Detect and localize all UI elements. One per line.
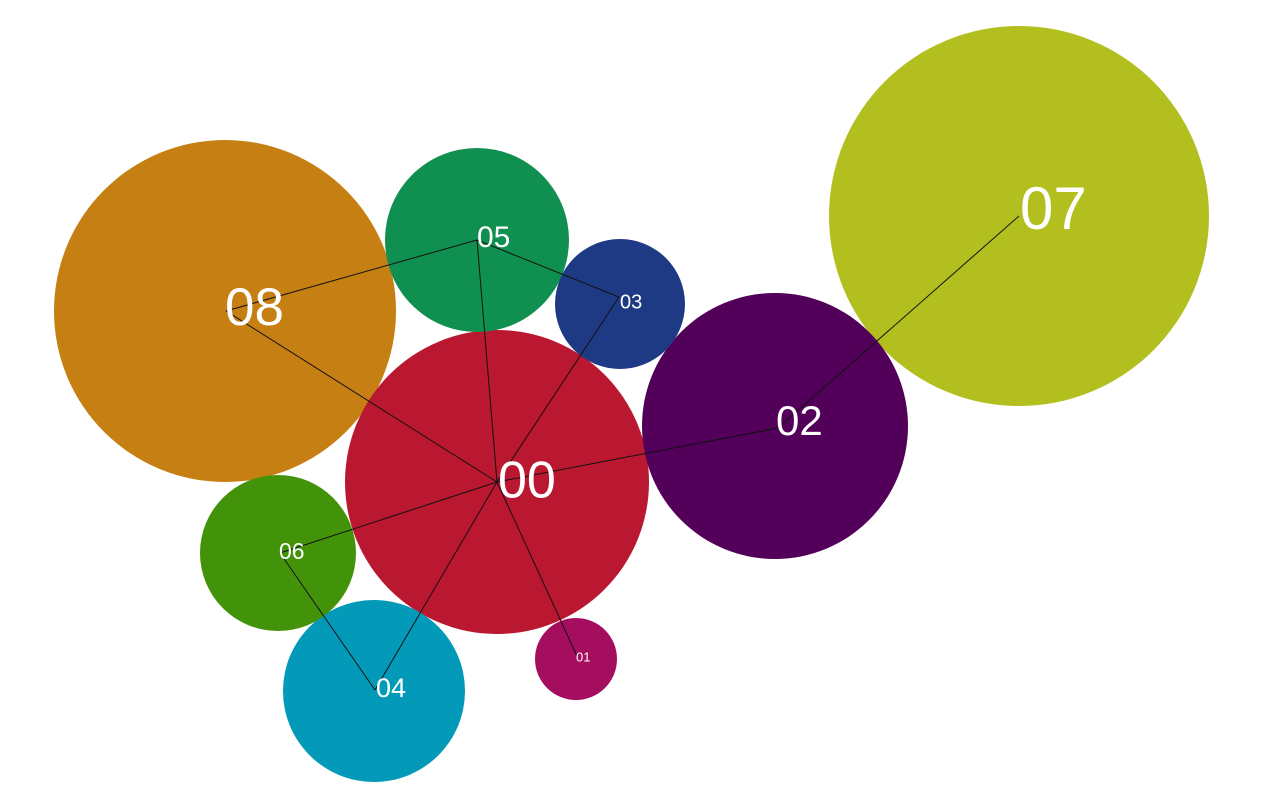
node-label-06: 06: [279, 538, 305, 564]
node-label-03: 03: [620, 291, 642, 313]
edge-00-02: [496, 427, 779, 483]
edge-02-07: [777, 215, 1020, 429]
node-label-01: 01: [576, 649, 590, 664]
edge-00-08: [225, 310, 498, 483]
node-circle-04: [283, 600, 465, 782]
node-label-02: 02: [776, 397, 823, 444]
node-label-04: 04: [376, 673, 406, 703]
edge-06-04: [279, 552, 376, 691]
edge-00-06: [279, 481, 498, 554]
node-label-00: 00: [498, 452, 556, 510]
edge-05-08: [225, 239, 478, 312]
edge-00-01: [496, 481, 578, 657]
node-label-05: 05: [477, 221, 510, 254]
node-circle-01: [535, 618, 617, 700]
circles-layer: [54, 26, 1209, 782]
node-circle-06: [200, 475, 356, 631]
node-circle-02: [642, 293, 908, 559]
edge-05-03: [476, 239, 620, 298]
node-circle-08: [54, 140, 396, 482]
edges-layer: [225, 215, 1020, 691]
node-label-07: 07: [1020, 175, 1087, 242]
edge-00-05: [476, 239, 498, 483]
labels-layer: 00 01 02 03 04 05 06 07 08: [225, 175, 1087, 703]
node-circle-03: [555, 239, 685, 369]
edge-00-04: [374, 481, 498, 691]
edge-00-03: [496, 296, 620, 483]
node-label-08: 08: [225, 278, 284, 337]
